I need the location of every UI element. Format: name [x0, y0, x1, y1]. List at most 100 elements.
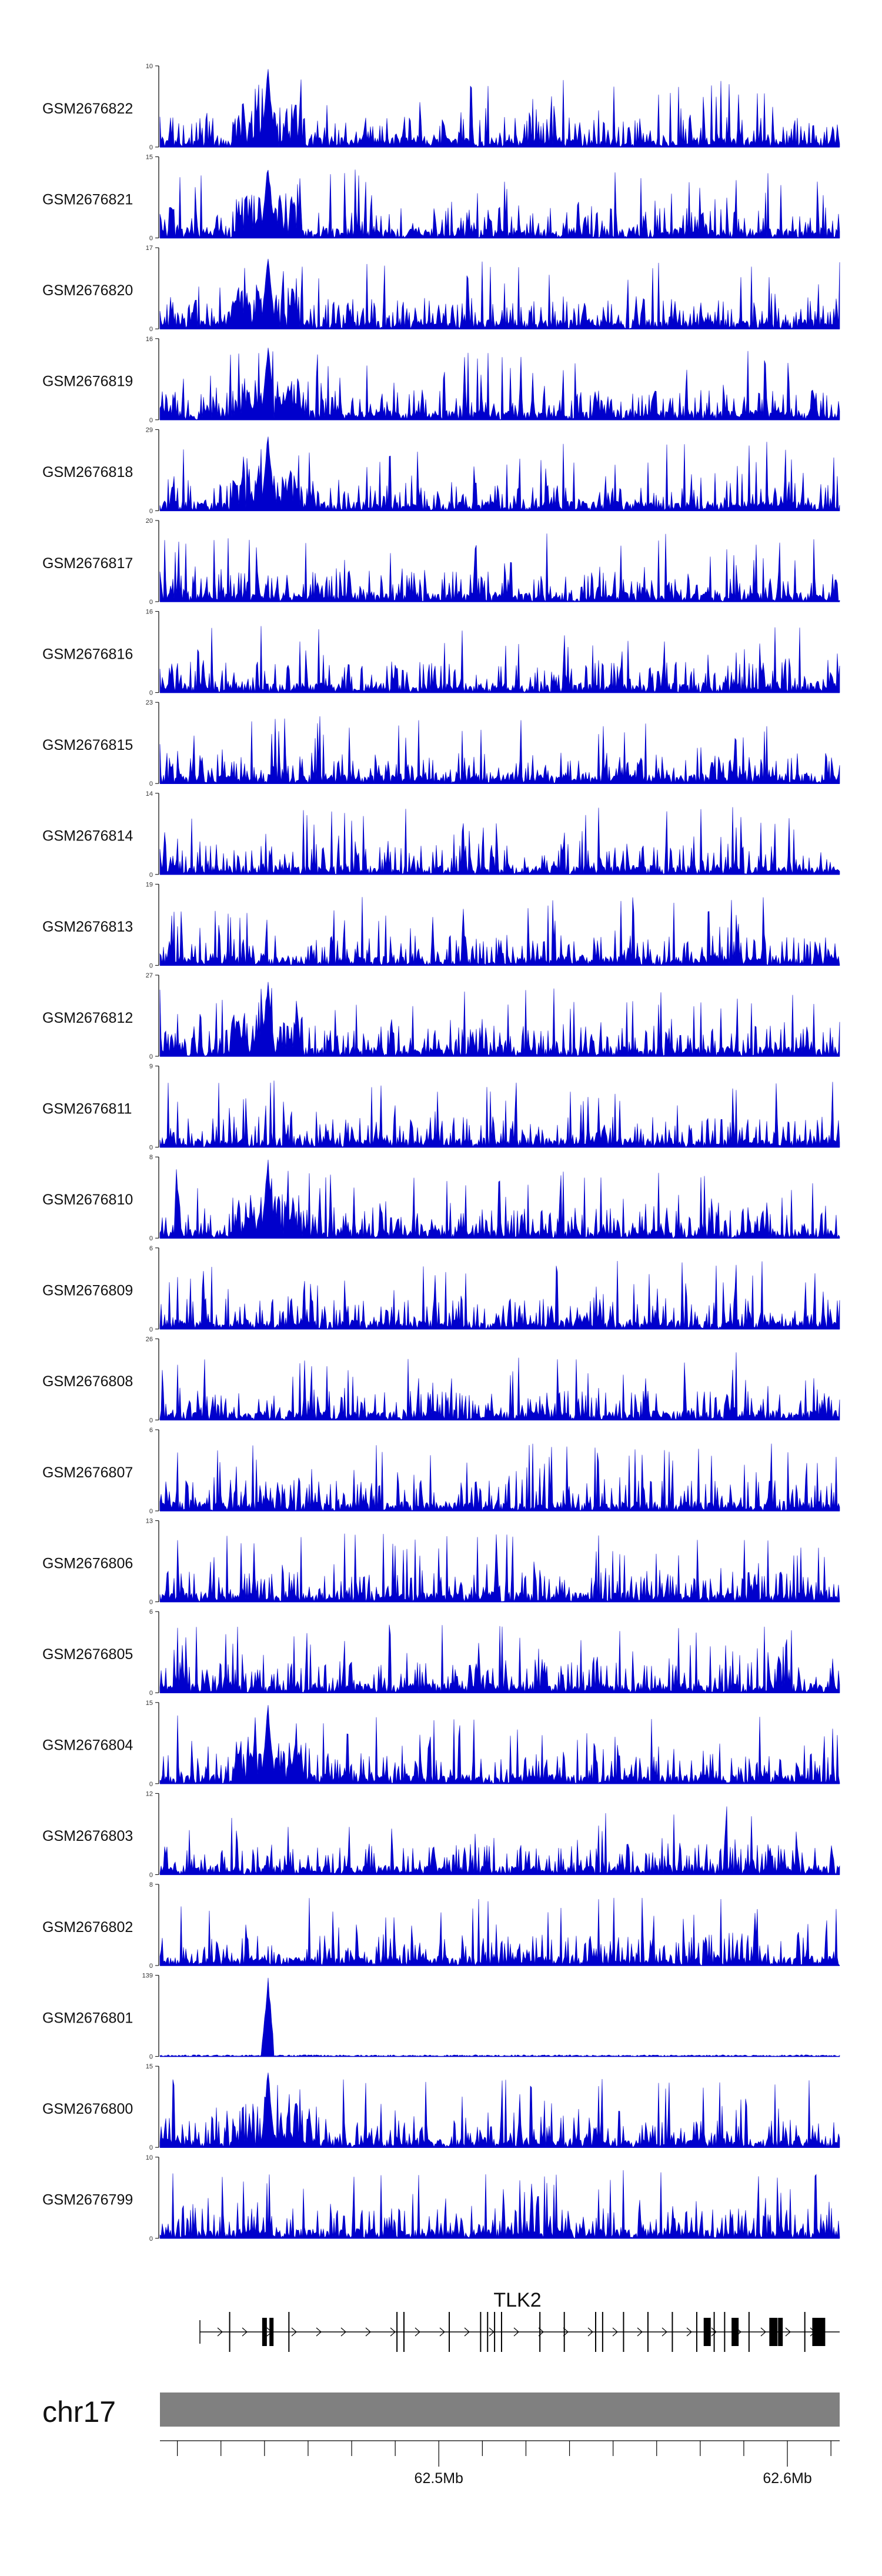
y-max-label: 9 — [149, 1063, 153, 1070]
y-min-label: 0 — [149, 1144, 153, 1152]
strand-arrow — [340, 2327, 346, 2337]
y-max-label: 8 — [149, 1881, 153, 1888]
y-max-label: 10 — [146, 2154, 153, 2161]
strand-arrow — [316, 2327, 322, 2337]
y-min-label: 0 — [149, 690, 153, 697]
y-min-label: 0 — [149, 417, 153, 424]
y-min-label: 0 — [149, 144, 153, 151]
exon — [229, 2312, 230, 2352]
strand-arrow — [464, 2327, 470, 2337]
track-GSM2676820: GSM2676820 17 0 — [42, 245, 840, 333]
track-GSM2676808: GSM2676808 26 0 — [42, 1336, 840, 1424]
y-max-label: 16 — [146, 609, 153, 616]
strand-arrow — [785, 2327, 791, 2337]
exon — [480, 2312, 482, 2352]
y-max-label: 12 — [146, 1790, 153, 1797]
y-max-label: 6 — [149, 1245, 153, 1252]
track-label: GSM2676808 — [42, 1373, 133, 1390]
signal-area — [159, 1533, 840, 1602]
track-label: GSM2676819 — [42, 373, 133, 390]
track-GSM2676799: GSM2676799 10 0 — [42, 2154, 840, 2243]
y-max-label: 16 — [146, 336, 153, 343]
track-GSM2676821: GSM2676821 15 0 — [42, 154, 840, 242]
y-min-label: 0 — [149, 1508, 153, 1515]
chromosome-bar — [160, 2393, 840, 2427]
track-label: GSM2676807 — [42, 1464, 133, 1481]
track-GSM2676812: GSM2676812 27 0 — [42, 972, 840, 1060]
y-max-label: 6 — [149, 1609, 153, 1616]
y-max-label: 15 — [146, 2063, 153, 2070]
track-GSM2676816: GSM2676816 16 0 — [42, 609, 840, 697]
y-max-label: 15 — [146, 154, 153, 161]
y-max-label: 20 — [146, 518, 153, 525]
signal-area — [159, 1443, 840, 1511]
y-max-label: 14 — [146, 790, 153, 798]
track-label: GSM2676818 — [42, 464, 133, 481]
exon — [623, 2312, 624, 2352]
signal-area — [159, 982, 840, 1057]
track-label: GSM2676815 — [42, 737, 133, 753]
strand-arrow — [217, 2327, 223, 2337]
exon — [804, 2312, 806, 2352]
track-GSM2676803: GSM2676803 12 0 — [42, 1790, 840, 1878]
strand-arrow — [415, 2327, 420, 2337]
strand-arrow — [439, 2327, 445, 2337]
exon — [812, 2318, 826, 2346]
track-GSM2676819: GSM2676819 16 0 — [42, 336, 840, 424]
y-max-label: 13 — [146, 1518, 153, 1525]
track-GSM2676813: GSM2676813 19 0 — [42, 881, 840, 969]
track-GSM2676809: GSM2676809 6 0 — [42, 1245, 840, 1333]
y-min-label: 0 — [149, 780, 153, 788]
track-label: GSM2676814 — [42, 828, 133, 845]
signal-area — [159, 2073, 840, 2148]
track-label: GSM2676817 — [42, 555, 133, 572]
y-max-label: 10 — [146, 63, 153, 70]
exon — [539, 2312, 541, 2352]
signal-area — [159, 169, 840, 239]
strand-arrow — [637, 2327, 643, 2337]
y-max-label: 8 — [149, 1154, 153, 1161]
track-GSM2676807: GSM2676807 6 0 — [42, 1427, 840, 1515]
exon — [724, 2312, 726, 2352]
y-min-label: 0 — [149, 962, 153, 969]
strand-arrow — [291, 2327, 297, 2337]
gene-name-label: TLK2 — [493, 2289, 541, 2311]
track-label: GSM2676801 — [42, 2010, 133, 2026]
chromosome-label: chr17 — [42, 2395, 116, 2428]
track-label: GSM2676820 — [42, 282, 133, 299]
signal-area — [159, 1260, 840, 1330]
signal-area — [159, 626, 840, 693]
track-GSM2676814: GSM2676814 14 0 — [42, 790, 840, 879]
y-min-label: 0 — [149, 1690, 153, 1697]
track-label: GSM2676806 — [42, 1555, 133, 1571]
track-GSM2676818: GSM2676818 29 0 — [42, 426, 840, 515]
track-GSM2676801: GSM2676801 139 0 — [42, 1973, 840, 2061]
track-label: GSM2676810 — [42, 1192, 133, 1208]
track-GSM2676810: GSM2676810 8 0 — [42, 1154, 840, 1242]
strand-arrow — [365, 2327, 371, 2337]
signal-area — [159, 348, 840, 421]
y-min-label: 0 — [149, 1963, 153, 1970]
exon — [769, 2318, 778, 2346]
strand-arrow — [242, 2327, 248, 2337]
y-min-label: 0 — [149, 1599, 153, 1606]
exon — [487, 2312, 489, 2352]
y-min-label: 0 — [149, 1235, 153, 1242]
y-max-label: 15 — [146, 1700, 153, 1707]
signal-area — [159, 1352, 840, 1421]
y-min-label: 0 — [149, 2054, 153, 2061]
exon — [647, 2312, 649, 2352]
signal-area — [159, 897, 840, 966]
chromosome-track: chr17 — [42, 2393, 840, 2428]
track-label: GSM2676805 — [42, 1646, 133, 1663]
signal-area — [159, 1897, 840, 1966]
track-label: GSM2676800 — [42, 2101, 133, 2117]
y-max-label: 19 — [146, 881, 153, 888]
y-min-label: 0 — [149, 1417, 153, 1424]
y-min-label: 0 — [149, 235, 153, 242]
exon — [713, 2312, 715, 2352]
signal-area — [159, 1806, 840, 1876]
y-min-label: 0 — [149, 2235, 153, 2243]
exon — [396, 2312, 398, 2352]
y-max-label: 26 — [146, 1336, 153, 1343]
